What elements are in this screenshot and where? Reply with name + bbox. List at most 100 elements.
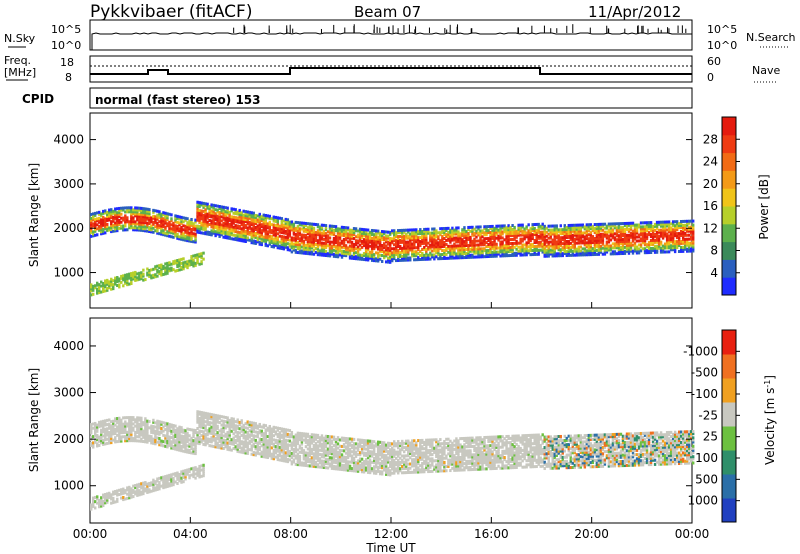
range-cell <box>176 264 179 268</box>
range-cell <box>262 223 265 227</box>
range-cell <box>138 228 141 232</box>
range-cell <box>190 257 193 261</box>
range-cell <box>370 238 374 242</box>
range-cell <box>170 229 173 233</box>
range-cell <box>573 245 577 249</box>
range-cell <box>577 237 581 241</box>
range-cell <box>140 206 143 210</box>
range-cell <box>158 426 161 430</box>
range-cell <box>423 229 426 233</box>
range-cell <box>294 244 298 248</box>
range-cell <box>336 235 340 239</box>
range-cell <box>631 229 635 233</box>
range-cell <box>116 421 119 425</box>
range-cell <box>457 234 460 238</box>
range-cell <box>543 238 546 242</box>
range-cell <box>493 230 496 234</box>
range-cell <box>238 441 241 445</box>
range-cell <box>140 416 143 420</box>
range-cell <box>328 236 332 240</box>
range-cell <box>515 247 518 251</box>
range-cell <box>503 224 506 228</box>
range-cell <box>192 226 195 230</box>
range-cell <box>102 221 105 225</box>
range-cell <box>372 239 376 243</box>
range-cell <box>459 254 462 258</box>
range-cell <box>268 226 271 230</box>
range-cell <box>433 227 436 231</box>
range-cell <box>547 224 550 228</box>
range-cell <box>581 239 585 243</box>
range-cell <box>170 227 173 231</box>
range-cell <box>326 252 330 256</box>
range-cell <box>276 226 280 230</box>
range-cell <box>655 236 659 240</box>
range-cell <box>156 264 159 268</box>
range-cell <box>232 221 235 225</box>
range-cell <box>162 421 165 425</box>
range-cell <box>324 254 328 258</box>
range-cell <box>615 222 619 226</box>
range-cell <box>330 248 334 252</box>
range-cell <box>240 231 243 235</box>
range-cell <box>144 487 147 491</box>
range-cell <box>567 227 570 231</box>
range-cell <box>118 277 121 281</box>
range-cell <box>164 219 167 223</box>
range-cell <box>467 255 470 259</box>
range-cell <box>517 223 520 227</box>
range-cell <box>543 246 546 250</box>
range-cell <box>222 415 225 419</box>
range-cell <box>218 421 221 425</box>
range-cell <box>204 214 207 218</box>
range-cell <box>499 230 502 234</box>
range-cell <box>186 470 189 474</box>
range-cell <box>134 224 137 228</box>
range-cell <box>158 232 161 236</box>
range-cell <box>102 501 105 505</box>
range-cell <box>266 214 269 218</box>
range-cell <box>687 247 691 251</box>
range-cell <box>216 416 219 420</box>
range-cell <box>645 229 649 233</box>
range-cell <box>605 242 609 246</box>
range-cell <box>292 224 296 228</box>
range-cell <box>455 238 458 242</box>
range-cell <box>232 237 235 241</box>
range-cell <box>236 220 239 224</box>
range-cell <box>254 214 257 218</box>
range-cell <box>513 225 516 229</box>
range-cell <box>196 200 199 204</box>
range-cell <box>511 243 514 247</box>
power-panel <box>89 112 693 309</box>
range-cell <box>621 251 625 255</box>
range-cell <box>282 239 286 243</box>
range-cell <box>118 492 121 496</box>
range-cell <box>218 234 221 238</box>
range-cell <box>358 239 362 243</box>
range-cell <box>248 214 251 218</box>
range-cell <box>461 232 464 236</box>
range-cell <box>645 237 649 241</box>
range-cell <box>248 216 251 220</box>
range-cell <box>673 250 677 254</box>
range-cell <box>100 422 103 426</box>
range-cell <box>617 230 621 234</box>
range-cell <box>96 283 99 287</box>
range-cell <box>561 252 564 256</box>
range-cell <box>519 247 522 251</box>
range-cell <box>244 230 247 234</box>
range-cell <box>449 236 452 240</box>
range-cell <box>677 240 681 244</box>
range-cell <box>360 257 364 261</box>
range-cell <box>236 232 239 236</box>
range-cell <box>685 229 689 233</box>
range-cell <box>679 239 683 243</box>
range-cell <box>655 220 659 224</box>
range-cell <box>559 242 562 246</box>
range-cell <box>503 244 506 248</box>
range-cell <box>206 414 209 418</box>
range-cell <box>409 258 412 262</box>
range-cell <box>118 283 121 287</box>
range-cell <box>621 222 625 226</box>
